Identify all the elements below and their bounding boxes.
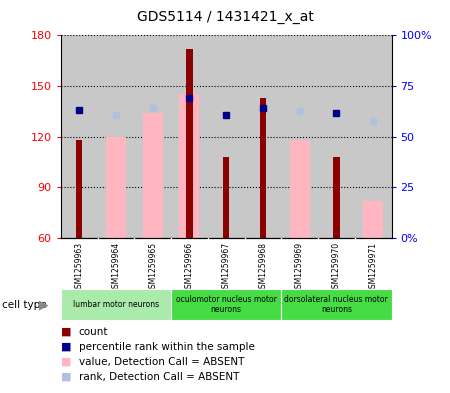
Text: GSM1259970: GSM1259970 (332, 242, 341, 293)
Text: dorsolateral nucleus motor
neurons: dorsolateral nucleus motor neurons (284, 295, 388, 314)
Bar (281, 289, 392, 320)
Text: GDS5114 / 1431421_x_at: GDS5114 / 1431421_x_at (136, 10, 314, 24)
Bar (143, 113, 163, 238)
Text: GSM1259971: GSM1259971 (369, 242, 378, 293)
Bar (223, 157, 230, 238)
Text: ■: ■ (61, 372, 71, 382)
Bar (134, 35, 171, 238)
Bar (171, 35, 208, 238)
Bar (171, 289, 281, 320)
Text: ▶: ▶ (39, 298, 49, 311)
Text: cell type: cell type (2, 299, 47, 310)
Bar (318, 35, 355, 238)
Bar (179, 94, 199, 238)
Text: ■: ■ (61, 327, 71, 337)
Text: GSM1259969: GSM1259969 (295, 242, 304, 293)
Bar (98, 35, 134, 238)
Bar (186, 49, 193, 238)
Bar (244, 35, 281, 238)
Text: GSM1259966: GSM1259966 (185, 242, 194, 293)
Text: oculomotor nucleus motor
neurons: oculomotor nucleus motor neurons (176, 295, 277, 314)
Bar (208, 35, 244, 238)
Text: percentile rank within the sample: percentile rank within the sample (79, 342, 255, 352)
Bar (355, 35, 392, 238)
Text: GSM1259967: GSM1259967 (221, 242, 230, 293)
Text: GSM1259965: GSM1259965 (148, 242, 157, 293)
Bar (363, 201, 383, 238)
Text: ■: ■ (61, 357, 71, 367)
Bar (333, 157, 340, 238)
Bar (260, 98, 266, 238)
Text: value, Detection Call = ABSENT: value, Detection Call = ABSENT (79, 357, 244, 367)
Text: lumbar motor neurons: lumbar motor neurons (73, 300, 159, 309)
Bar (289, 140, 310, 238)
Text: GSM1259968: GSM1259968 (258, 242, 267, 293)
Bar (76, 140, 82, 238)
Text: GSM1259964: GSM1259964 (112, 242, 121, 293)
Text: ■: ■ (61, 342, 71, 352)
Text: rank, Detection Call = ABSENT: rank, Detection Call = ABSENT (79, 372, 239, 382)
Text: GSM1259963: GSM1259963 (75, 242, 84, 293)
Bar (61, 289, 171, 320)
Bar (281, 35, 318, 238)
Bar (61, 35, 98, 238)
Bar (106, 136, 126, 238)
Text: count: count (79, 327, 108, 337)
